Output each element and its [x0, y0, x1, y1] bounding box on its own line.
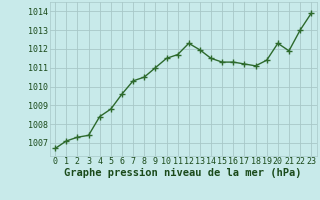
X-axis label: Graphe pression niveau de la mer (hPa): Graphe pression niveau de la mer (hPa): [64, 168, 302, 178]
